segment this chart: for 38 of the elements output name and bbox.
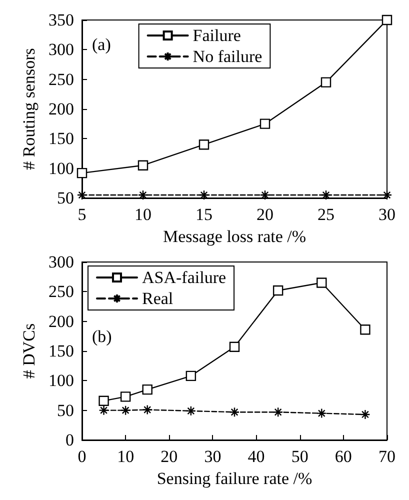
y-tick-label: 200 [48,100,74,118]
x-tick-label: 30 [378,205,396,224]
x-tick-label: 50 [291,447,308,466]
annotation: (b) [92,327,112,346]
y-tick-label: 300 [48,40,74,60]
legend-label: Failure [192,26,241,45]
legend-label: No failure [192,47,262,66]
x-tick-label: 0 [78,447,86,466]
y-tick-label: 100 [48,158,74,178]
y-tick-label: 150 [48,129,74,148]
y-axis-title: # DVCs [20,323,39,379]
y-tick-label: 300 [48,252,74,272]
x-tick-label: 25 [318,205,334,224]
x-tick-label: 60 [334,447,352,466]
x-tick-label: 10 [134,205,152,224]
y-tick-label: 150 [48,342,74,360]
legend-label: Real [142,289,174,308]
y-tick-label: 50 [57,188,74,208]
x-tick-label: 5 [78,205,86,224]
x-tick-label: 30 [204,447,222,466]
y-tick-label: 0 [66,430,74,450]
x-tick-label: 10 [117,447,134,466]
legend-label: ASA-failure [142,268,226,287]
y-tick-label: 100 [48,371,74,390]
annotation: (a) [92,35,111,54]
y-tick-label: 250 [48,70,74,89]
x-tick-label: 70 [378,447,396,466]
y-tick-label: 200 [48,312,74,331]
y-tick-label: 50 [57,400,74,420]
y-tick-label: 250 [48,282,74,302]
x-axis-title: Sensing failure rate /% [156,468,312,488]
y-axis-title: # Routing sensors [20,48,39,170]
x-axis-title: Message loss rate /% [162,226,306,246]
y-tick-label: 350 [48,10,74,30]
x-tick-label: 20 [256,205,274,224]
x-tick-label: 40 [248,447,265,466]
x-tick-label: 15 [196,205,212,224]
x-tick-label: 20 [160,447,178,466]
